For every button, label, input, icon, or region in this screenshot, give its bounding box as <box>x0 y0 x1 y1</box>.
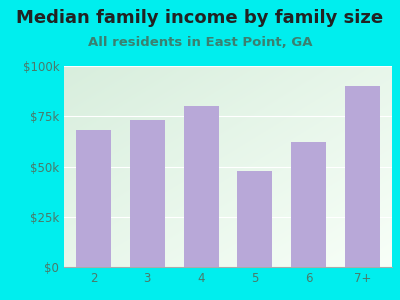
Bar <box>76 130 111 267</box>
Text: Median family income by family size: Median family income by family size <box>16 9 384 27</box>
Bar <box>291 142 326 267</box>
Bar <box>238 170 272 267</box>
Text: All residents in East Point, GA: All residents in East Point, GA <box>88 36 312 49</box>
Bar <box>345 86 380 267</box>
Bar <box>130 120 165 267</box>
Bar <box>184 106 218 267</box>
